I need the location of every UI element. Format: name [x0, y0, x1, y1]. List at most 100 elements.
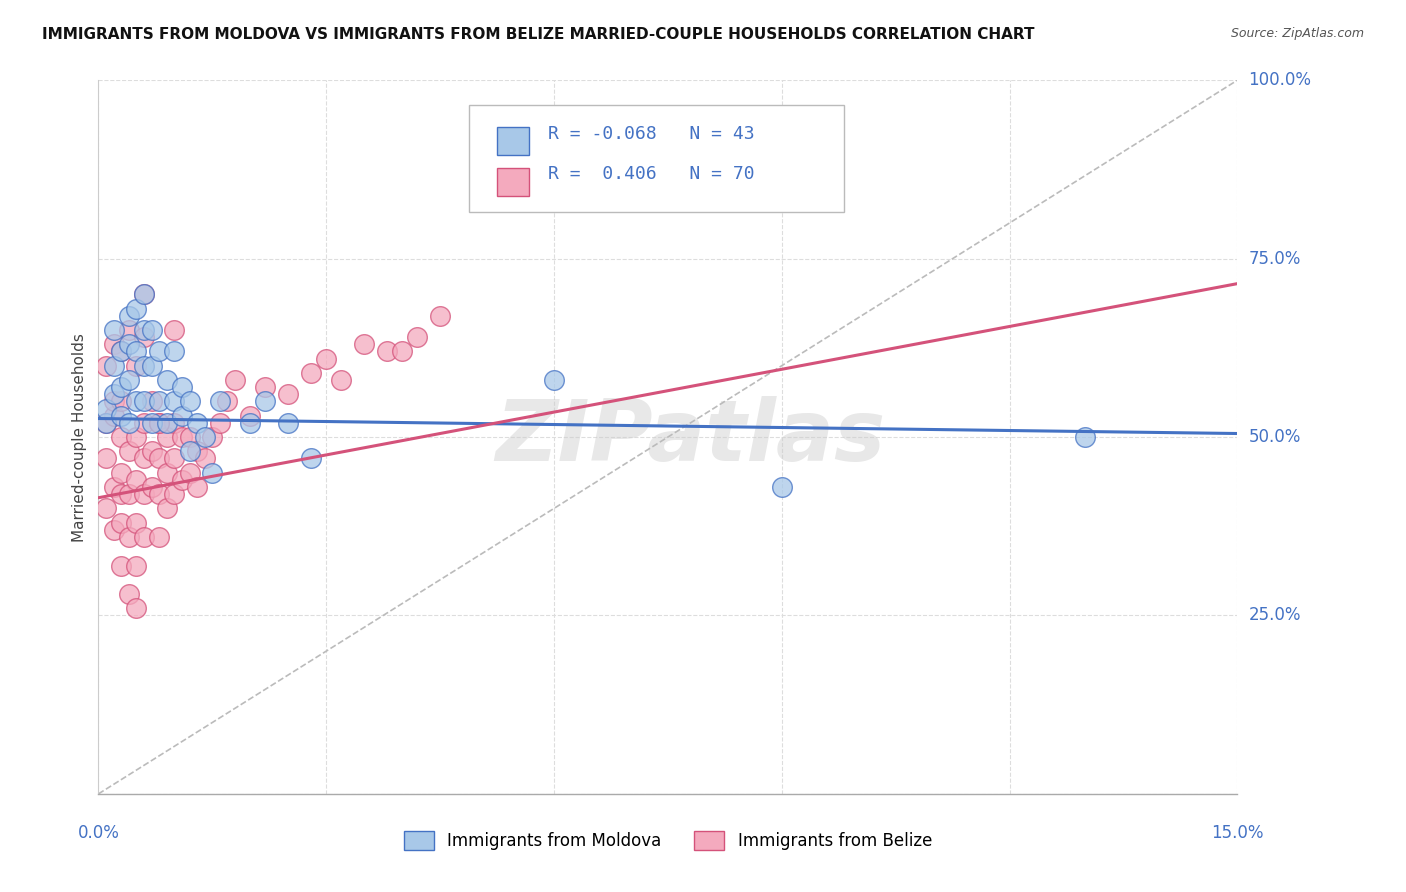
Point — [125, 516, 148, 530]
Point — [94, 416, 117, 430]
Point — [132, 359, 155, 373]
Point — [132, 530, 155, 544]
Point — [103, 323, 125, 337]
Text: ZIPatlas: ZIPatlas — [495, 395, 886, 479]
Point — [141, 394, 163, 409]
Point — [132, 451, 155, 466]
Point — [239, 416, 262, 430]
Point — [375, 344, 398, 359]
Point — [254, 394, 277, 409]
Point — [156, 501, 179, 516]
Point — [148, 451, 170, 466]
Point — [194, 451, 217, 466]
Point — [94, 401, 117, 416]
Point — [163, 416, 186, 430]
Point — [429, 309, 451, 323]
Point — [224, 373, 246, 387]
Point — [103, 387, 125, 401]
Text: 75.0%: 75.0% — [1249, 250, 1301, 268]
Point — [94, 359, 117, 373]
Point — [201, 466, 224, 480]
Point — [132, 287, 155, 301]
Point — [103, 394, 125, 409]
Point — [156, 430, 179, 444]
Point — [239, 409, 262, 423]
Point — [125, 301, 148, 316]
Text: R =  0.406   N = 70: R = 0.406 N = 70 — [548, 166, 755, 184]
Point — [103, 359, 125, 373]
Text: Source: ZipAtlas.com: Source: ZipAtlas.com — [1230, 27, 1364, 40]
Point — [125, 601, 148, 615]
Point — [110, 344, 132, 359]
Point — [118, 309, 141, 323]
Text: 100.0%: 100.0% — [1249, 71, 1312, 89]
Point — [103, 337, 125, 351]
Text: IMMIGRANTS FROM MOLDOVA VS IMMIGRANTS FROM BELIZE MARRIED-COUPLE HOUSEHOLDS CORR: IMMIGRANTS FROM MOLDOVA VS IMMIGRANTS FR… — [42, 27, 1035, 42]
Point — [141, 416, 163, 430]
Point — [277, 416, 299, 430]
Point — [141, 323, 163, 337]
Point — [125, 394, 148, 409]
Point — [118, 323, 141, 337]
Point — [148, 530, 170, 544]
Point — [118, 530, 141, 544]
Point — [141, 444, 163, 458]
Point — [163, 323, 186, 337]
Point — [156, 416, 179, 430]
Text: 15.0%: 15.0% — [1211, 824, 1264, 842]
Point — [208, 416, 231, 430]
Point — [103, 409, 125, 423]
Point — [103, 523, 125, 537]
Point — [118, 416, 141, 430]
Point — [110, 394, 132, 409]
Point — [179, 466, 201, 480]
Point — [110, 466, 132, 480]
Point — [148, 416, 170, 430]
Point — [141, 480, 163, 494]
Point — [94, 501, 117, 516]
Point — [163, 487, 186, 501]
Point — [141, 359, 163, 373]
Point — [299, 451, 322, 466]
Point — [254, 380, 277, 394]
Text: 0.0%: 0.0% — [77, 824, 120, 842]
FancyBboxPatch shape — [498, 168, 529, 196]
Point — [132, 394, 155, 409]
Point — [299, 366, 322, 380]
Point — [125, 359, 148, 373]
Point — [217, 394, 239, 409]
Point — [132, 287, 155, 301]
Text: 50.0%: 50.0% — [1249, 428, 1301, 446]
Point — [94, 451, 117, 466]
Point — [194, 430, 217, 444]
Point — [110, 409, 132, 423]
Point — [179, 444, 201, 458]
Point — [170, 409, 193, 423]
Point — [118, 337, 141, 351]
Point — [163, 394, 186, 409]
Point — [179, 430, 201, 444]
Point — [110, 380, 132, 394]
Point — [1074, 430, 1097, 444]
Text: 25.0%: 25.0% — [1249, 607, 1301, 624]
Point — [148, 416, 170, 430]
Point — [186, 444, 208, 458]
Point — [330, 373, 353, 387]
Legend: Immigrants from Moldova, Immigrants from Belize: Immigrants from Moldova, Immigrants from… — [396, 824, 939, 857]
FancyBboxPatch shape — [468, 105, 845, 212]
Point — [186, 416, 208, 430]
Point — [170, 430, 193, 444]
Point — [148, 394, 170, 409]
Point — [277, 387, 299, 401]
Point — [391, 344, 413, 359]
Point — [125, 558, 148, 573]
Point — [125, 430, 148, 444]
Point — [353, 337, 375, 351]
Point — [170, 380, 193, 394]
Text: R = -0.068   N = 43: R = -0.068 N = 43 — [548, 125, 755, 143]
Point — [163, 344, 186, 359]
Point — [132, 330, 155, 344]
Point — [148, 487, 170, 501]
Point — [118, 373, 141, 387]
Point — [163, 451, 186, 466]
